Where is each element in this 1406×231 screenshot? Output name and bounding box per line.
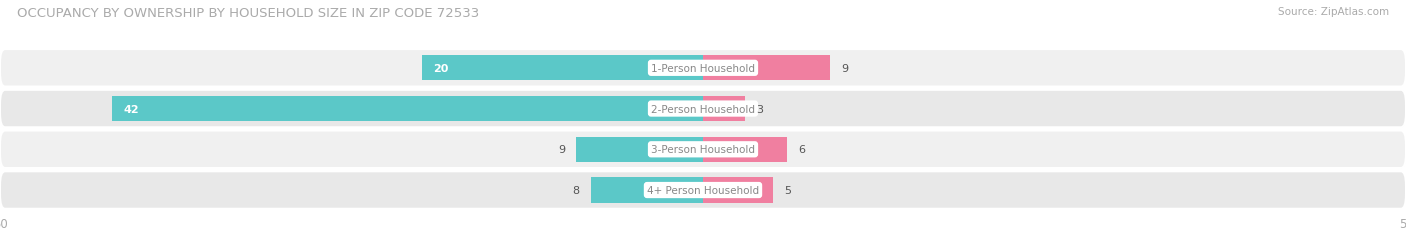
FancyBboxPatch shape <box>0 172 1406 209</box>
Bar <box>703 97 745 122</box>
Text: 5: 5 <box>785 185 792 195</box>
Text: 6: 6 <box>799 145 806 155</box>
Bar <box>703 137 787 162</box>
Text: 9: 9 <box>841 64 848 73</box>
FancyBboxPatch shape <box>0 50 1406 87</box>
Text: 3-Person Household: 3-Person Household <box>651 145 755 155</box>
Text: Source: ZipAtlas.com: Source: ZipAtlas.com <box>1278 7 1389 17</box>
Text: 9: 9 <box>558 145 565 155</box>
Bar <box>112 97 703 122</box>
Text: 8: 8 <box>572 185 579 195</box>
FancyBboxPatch shape <box>0 131 1406 168</box>
Text: 3: 3 <box>756 104 763 114</box>
Bar <box>576 137 703 162</box>
Text: 20: 20 <box>433 64 449 73</box>
Bar <box>422 56 703 81</box>
FancyBboxPatch shape <box>0 90 1406 128</box>
Bar <box>703 56 830 81</box>
Bar <box>703 178 773 203</box>
Text: 2-Person Household: 2-Person Household <box>651 104 755 114</box>
Bar <box>591 178 703 203</box>
Text: 1-Person Household: 1-Person Household <box>651 64 755 73</box>
Text: 4+ Person Household: 4+ Person Household <box>647 185 759 195</box>
Text: 42: 42 <box>124 104 139 114</box>
Text: OCCUPANCY BY OWNERSHIP BY HOUSEHOLD SIZE IN ZIP CODE 72533: OCCUPANCY BY OWNERSHIP BY HOUSEHOLD SIZE… <box>17 7 479 20</box>
